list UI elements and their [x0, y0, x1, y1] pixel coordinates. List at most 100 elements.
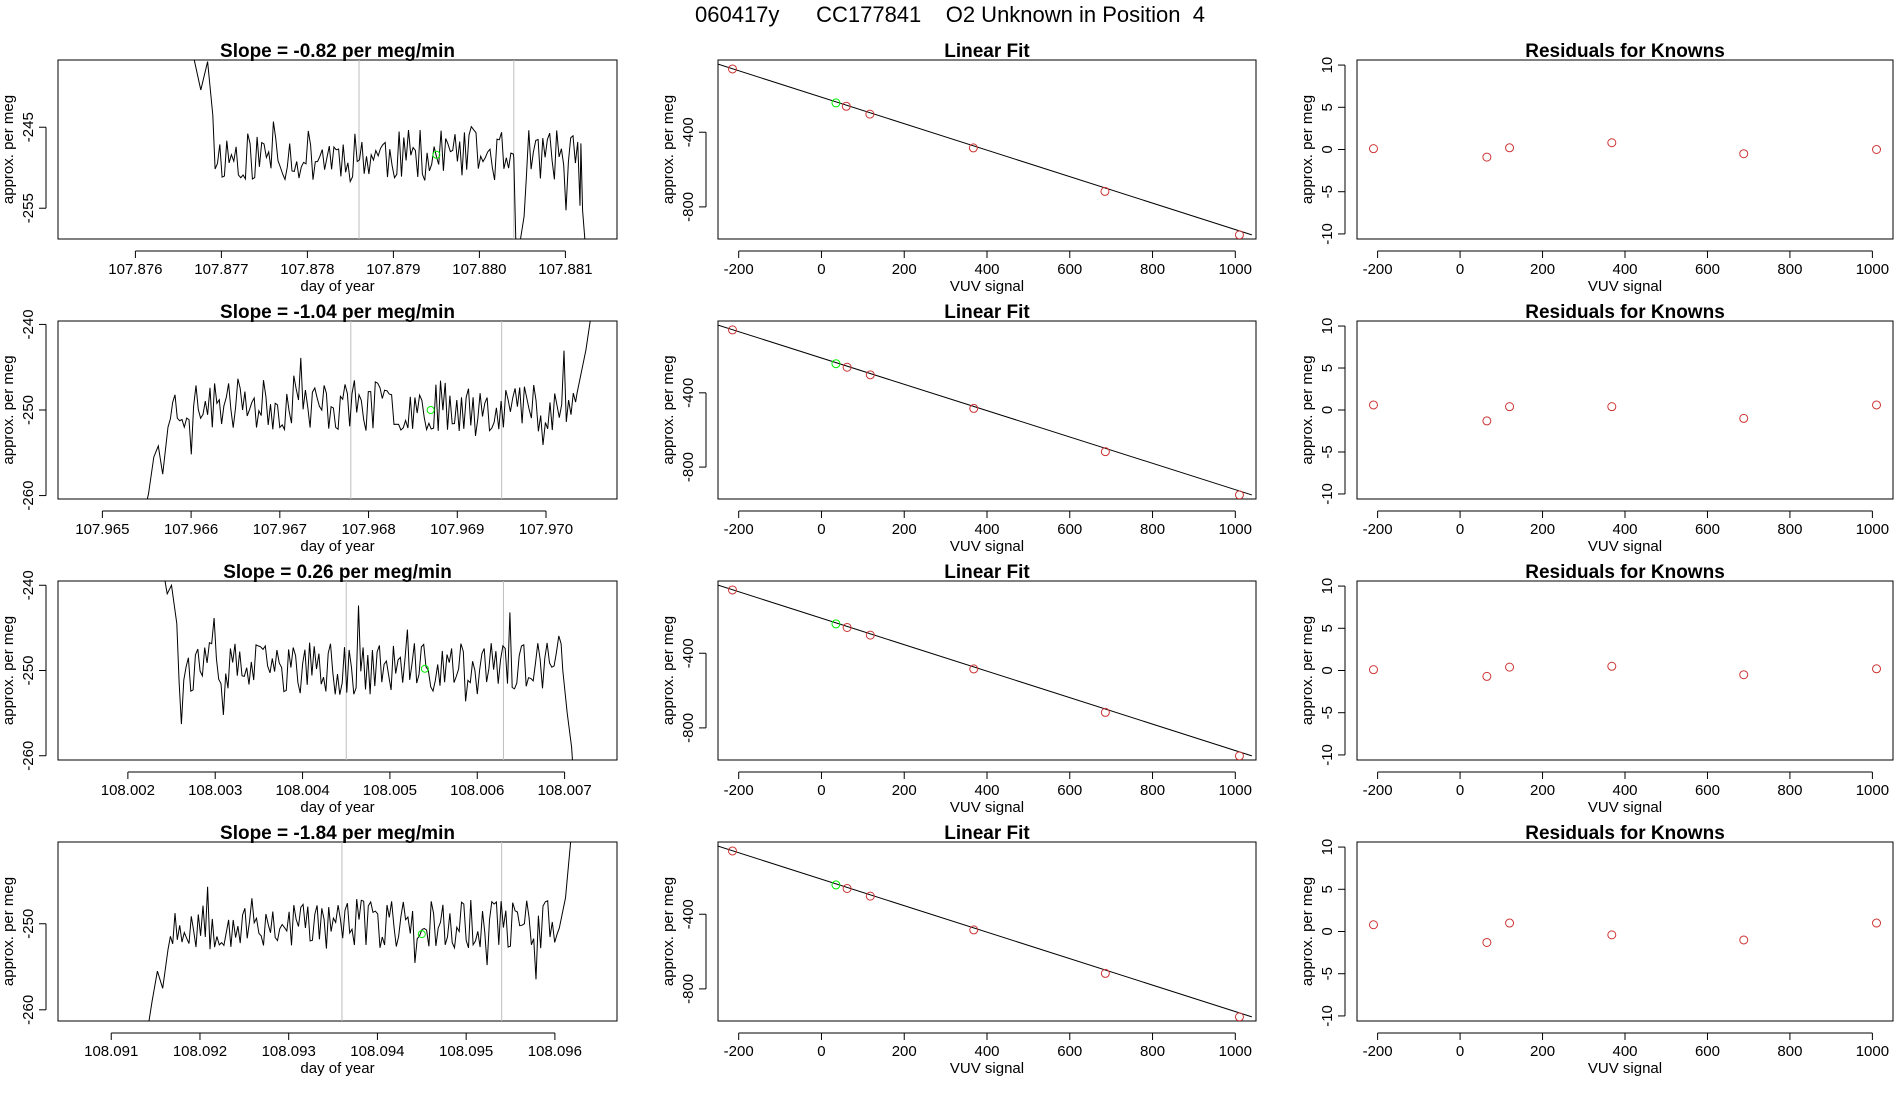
- y-axis-label: approx. per meg: [0, 355, 17, 464]
- plot-area: [718, 584, 1253, 760]
- x-tick-label: 108.004: [275, 782, 329, 799]
- x-tick-label: 800: [1140, 1043, 1165, 1060]
- known-point: [1607, 661, 1617, 671]
- x-tick-label: 107.965: [75, 521, 129, 538]
- known-point: [1739, 670, 1749, 680]
- panel-r4c1: Slope = -1.84 per meg/min 108.091 108.092 1…: [0, 823, 618, 1077]
- known-point: [727, 846, 737, 856]
- x-tick-label: 800: [1777, 782, 1802, 799]
- known-point: [1482, 416, 1492, 426]
- known-point: [865, 109, 875, 119]
- signal-line: [164, 581, 573, 760]
- panel-title: Residuals for Knowns: [1525, 562, 1725, 583]
- x-tick-label: 0: [1456, 782, 1464, 799]
- known-point: [1482, 671, 1492, 681]
- known-point: [727, 585, 737, 595]
- plot-area: [146, 321, 591, 499]
- x-tick-label: 107.876: [108, 261, 162, 278]
- x-tick-label: -200: [724, 1043, 754, 1060]
- x-tick-label: 800: [1140, 782, 1165, 799]
- y-tick-label: -400: [680, 899, 697, 929]
- x-tick-label: 1000: [1856, 521, 1889, 538]
- panel-r3c2: Linear Fit -200 0 200 400 600 800 1000 VUV signa…: [660, 562, 1257, 816]
- known-point: [1607, 138, 1617, 148]
- signal-line: [148, 842, 572, 1021]
- x-tick-label: 400: [1612, 521, 1637, 538]
- known-point: [727, 64, 737, 74]
- x-tick-label: 108.091: [84, 1043, 138, 1060]
- y-axis-label: approx. per meg: [1299, 95, 1316, 204]
- plot-area: [1368, 400, 1882, 426]
- y-tick-label: -10: [1319, 223, 1336, 245]
- x-axis-label: VUV signal: [1588, 278, 1662, 295]
- y-tick-label: -800: [680, 974, 697, 1004]
- known-point: [1872, 664, 1882, 674]
- y-tick-label: 10: [1319, 57, 1336, 74]
- x-tick-label: 107.880: [452, 261, 506, 278]
- known-point: [842, 622, 852, 632]
- unknown-point: [831, 619, 841, 629]
- x-tick-label: 107.877: [194, 261, 248, 278]
- y-tick-label: -10: [1319, 1005, 1336, 1027]
- x-axis-label: VUV signal: [950, 278, 1024, 295]
- plot-area: [193, 60, 586, 239]
- plot-frame: [1356, 320, 1894, 500]
- y-tick-label: -400: [680, 378, 697, 408]
- plot-area: [1368, 661, 1882, 681]
- known-point: [968, 143, 978, 153]
- x-tick-label: 108.094: [350, 1043, 404, 1060]
- x-tick-label: 400: [1612, 1043, 1637, 1060]
- x-tick-label: 107.879: [366, 261, 420, 278]
- x-tick-label: 200: [1530, 782, 1555, 799]
- y-tick-label: -800: [680, 452, 697, 482]
- plot-frame: [57, 320, 618, 500]
- x-tick-label: 107.881: [538, 261, 592, 278]
- x-tick-label: 800: [1140, 261, 1165, 278]
- y-axis-label: approx. per meg: [0, 877, 17, 986]
- plot-area: [718, 324, 1253, 499]
- y-tick-label: -10: [1319, 744, 1336, 766]
- x-tick-label: 1000: [1219, 1043, 1252, 1060]
- x-axis-label: VUV signal: [1588, 799, 1662, 816]
- x-tick-label: 108.002: [101, 782, 155, 799]
- y-tick-label: -260: [20, 481, 37, 511]
- known-point: [1482, 937, 1492, 947]
- x-tick-label: -200: [724, 261, 754, 278]
- figure-title: 060417y CC177841 O2 Unknown in Position …: [695, 2, 1205, 27]
- y-tick-label: 10: [1319, 318, 1336, 335]
- x-tick-label: 200: [892, 521, 917, 538]
- panel-title: Linear Fit: [944, 302, 1030, 323]
- plot-area: [1368, 138, 1882, 162]
- x-tick-label: 800: [1777, 261, 1802, 278]
- unknown-point: [417, 930, 426, 939]
- y-tick-label: -260: [20, 995, 37, 1025]
- x-tick-label: 108.093: [262, 1043, 316, 1060]
- x-tick-label: 107.968: [341, 521, 395, 538]
- y-axis-label: approx. per meg: [1299, 355, 1316, 464]
- known-point: [1505, 662, 1515, 672]
- y-tick-label: 0: [1319, 927, 1336, 935]
- plot-frame: [1356, 59, 1894, 240]
- x-tick-label: 600: [1695, 782, 1720, 799]
- y-axis-label: approx. per meg: [0, 95, 17, 204]
- unknown-point: [426, 406, 435, 414]
- plot-area: [718, 63, 1253, 239]
- x-tick-label: 1000: [1219, 261, 1252, 278]
- x-tick-label: 400: [974, 782, 999, 799]
- x-tick-label: 600: [1695, 261, 1720, 278]
- y-axis-label: approx. per meg: [660, 95, 677, 204]
- x-tick-label: 600: [1057, 782, 1082, 799]
- known-point: [842, 362, 852, 372]
- y-tick-label: -400: [680, 638, 697, 668]
- y-tick-label: 5: [1319, 364, 1336, 372]
- x-axis-label: VUV signal: [950, 1060, 1024, 1077]
- known-point: [1100, 968, 1110, 978]
- y-tick-label: -260: [20, 741, 37, 771]
- known-point: [1368, 144, 1378, 154]
- panel-r4c2: Linear Fit -200 0 200 400 600 800 1000 VUV signa…: [660, 823, 1257, 1077]
- known-point: [865, 630, 875, 640]
- plot-area: [148, 842, 572, 1021]
- x-axis-label: VUV signal: [950, 799, 1024, 816]
- x-tick-label: 200: [1530, 521, 1555, 538]
